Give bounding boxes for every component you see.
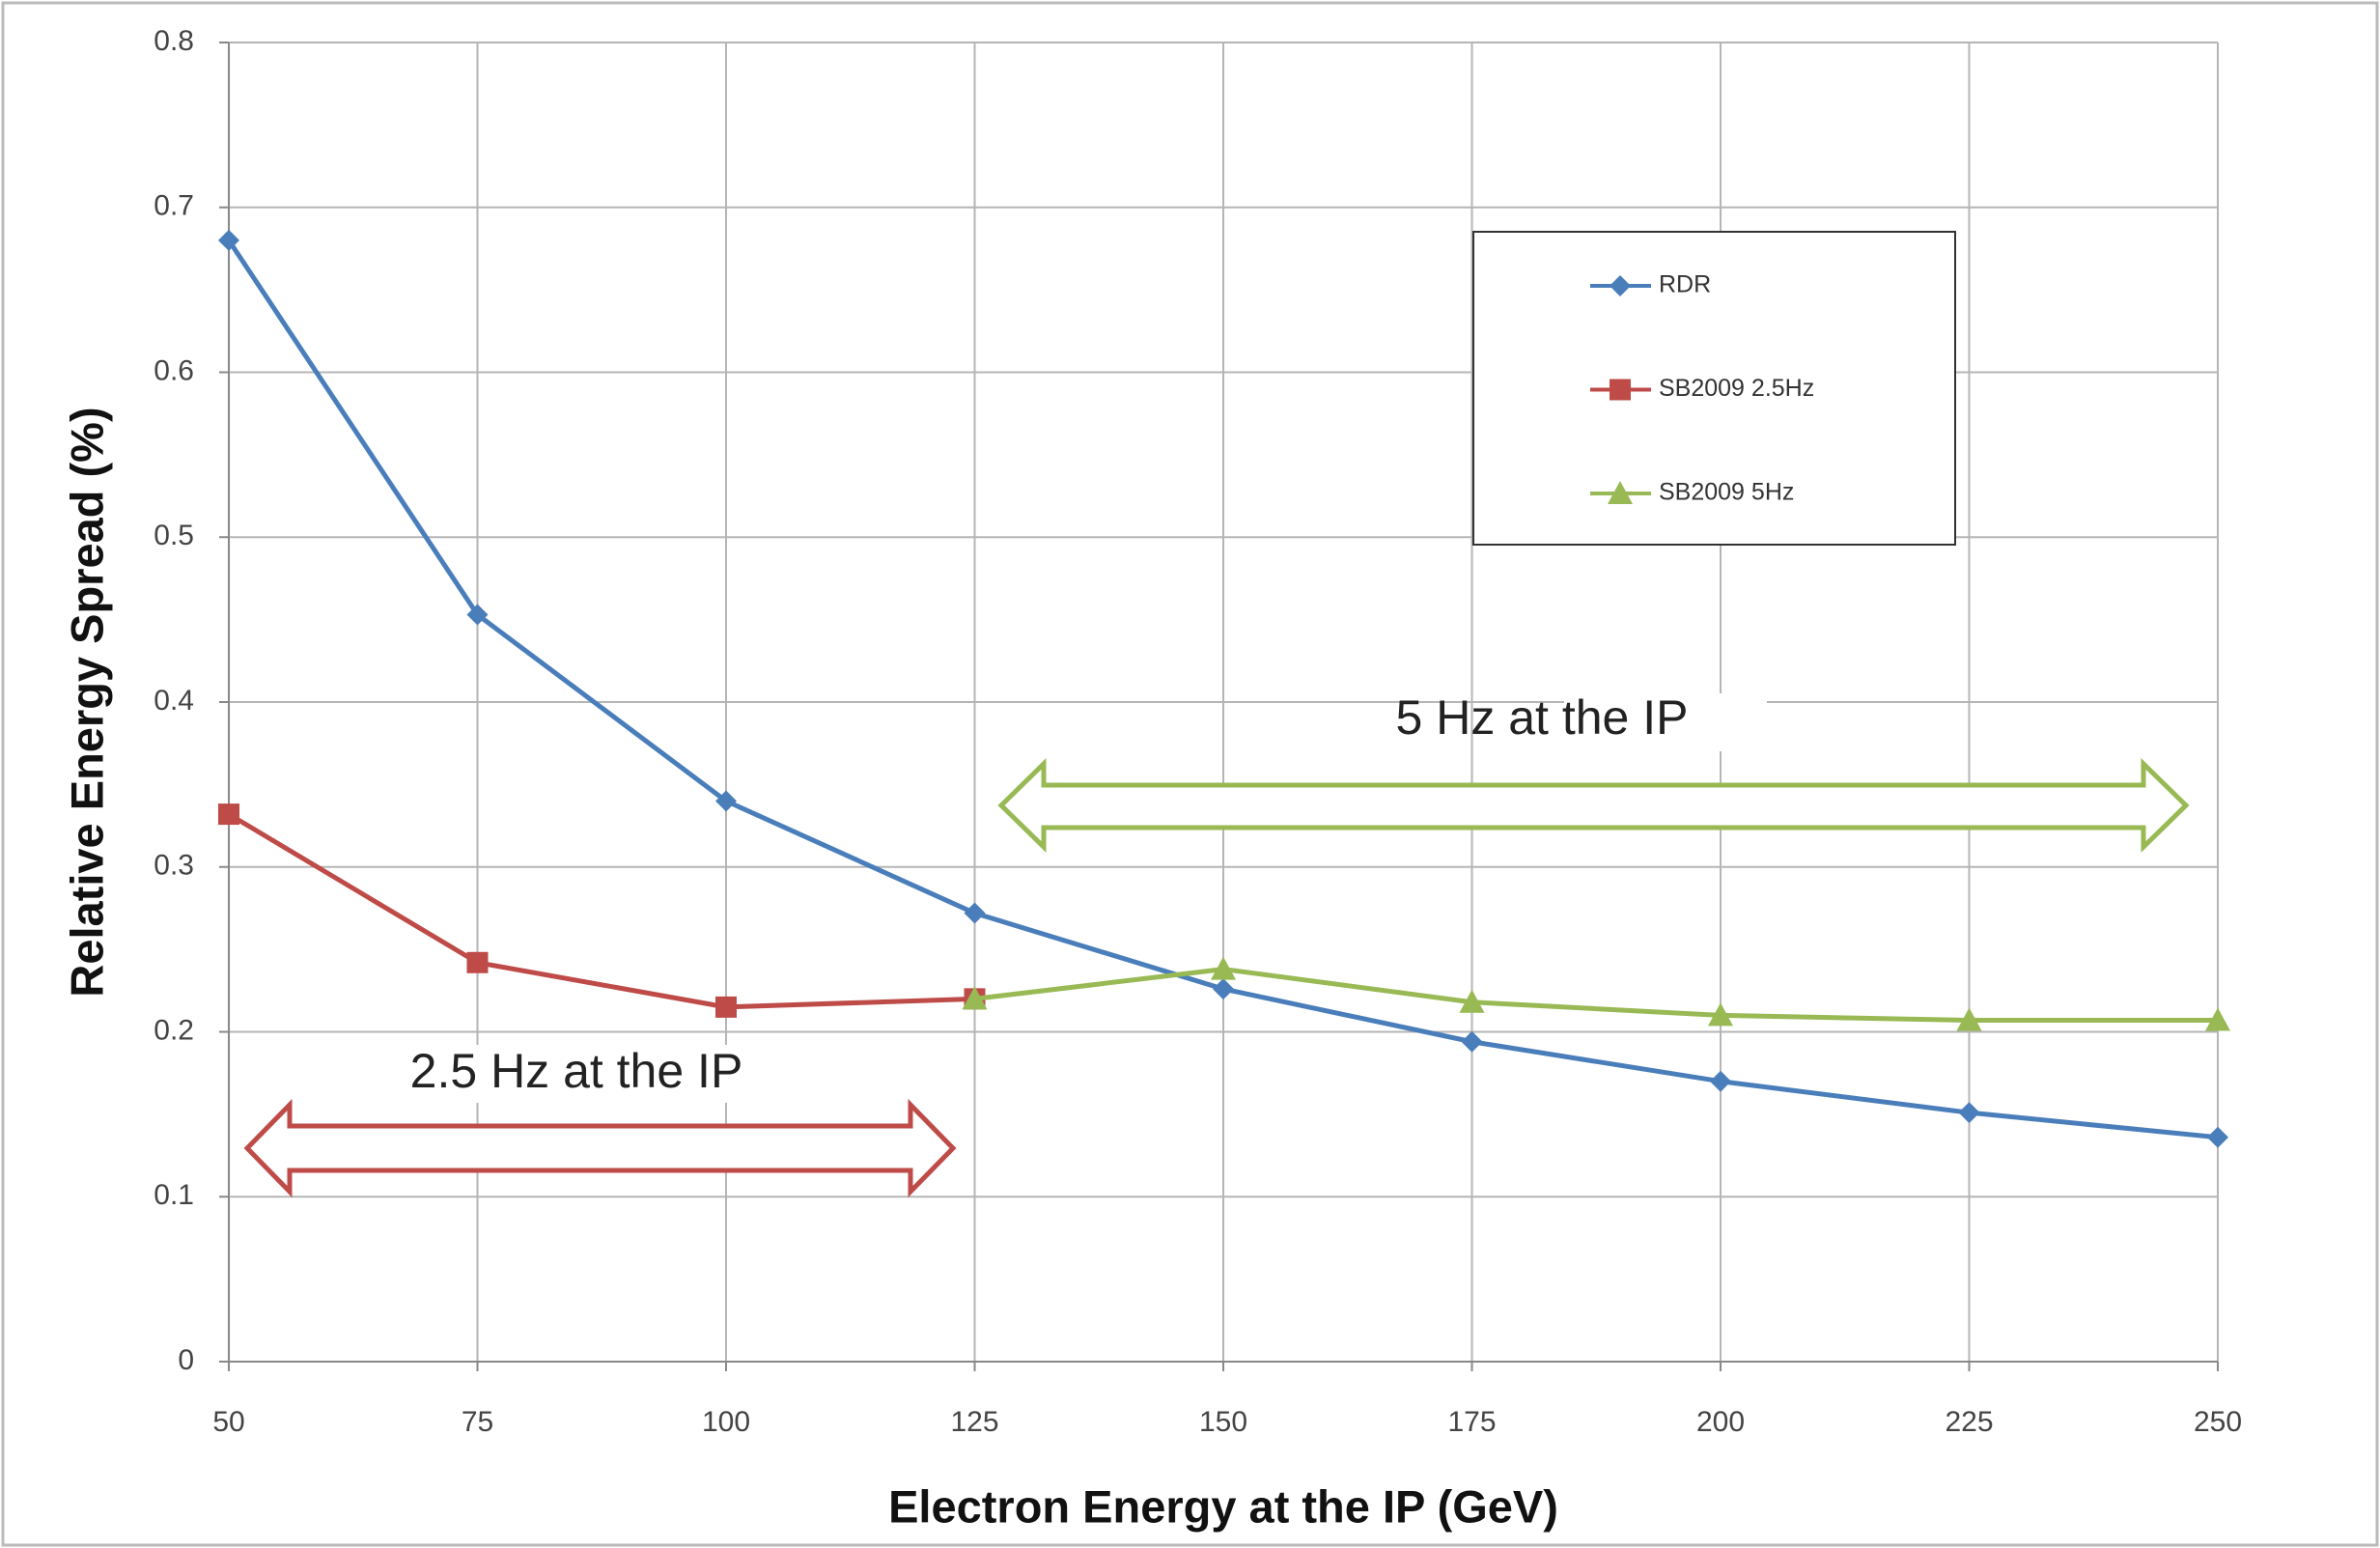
- series-line: [974, 967, 2218, 1024]
- annotation: 5 Hz at the IP: [1396, 690, 1689, 745]
- annotation: 2.5 Hz at the IP: [410, 1044, 743, 1098]
- marker: [2207, 1126, 2228, 1148]
- legend-label: SB2009 5Hz: [1659, 479, 1794, 506]
- x-tick-label: 150: [1199, 1406, 1247, 1438]
- marker: [1958, 1102, 1980, 1124]
- marker: [1461, 1030, 1483, 1053]
- x-tick-label: 225: [1945, 1406, 1993, 1438]
- x-tick-label: 175: [1447, 1406, 1496, 1438]
- legend-label: SB2009 2.5Hz: [1659, 375, 1814, 402]
- marker: [466, 951, 489, 973]
- range-arrow: [243, 1098, 957, 1198]
- y-tick-label: 0: [178, 1344, 194, 1376]
- x-tick-label: 50: [212, 1406, 244, 1438]
- marker: [962, 986, 988, 1010]
- x-tick-label: 125: [950, 1406, 998, 1438]
- marker: [218, 229, 239, 251]
- plot-area: [218, 229, 2230, 1148]
- marker: [1956, 1007, 1982, 1031]
- legend-entries: RDR SB2009 2.5Hz SB2009 5Hz: [1590, 271, 1814, 506]
- series-line: [227, 811, 975, 1010]
- y-tick-label: 0.1: [154, 1179, 194, 1211]
- legend-marker: [1608, 481, 1633, 504]
- x-axis-title: Electron Energy at the IP (GeV): [888, 1480, 1558, 1532]
- y-tick-label: 0.4: [154, 685, 194, 717]
- marker: [218, 803, 239, 826]
- marker: [715, 790, 737, 812]
- y-tick-label: 0.8: [154, 25, 194, 57]
- marker: [1459, 989, 1485, 1013]
- marker: [2205, 1007, 2230, 1031]
- x-tick-label: 200: [1696, 1406, 1745, 1438]
- y-tick-label: 0.3: [154, 850, 194, 882]
- range-arrow: [997, 758, 2190, 853]
- y-axis-title: Relative Energy Spread (%): [61, 407, 112, 997]
- annotation-bg: [367, 1045, 782, 1103]
- y-tick-label: 0.7: [154, 190, 194, 222]
- marker: [1708, 1002, 1733, 1027]
- marker: [1710, 1070, 1731, 1092]
- x-tick-label: 250: [2194, 1406, 2242, 1438]
- marker: [466, 604, 489, 626]
- y-tick-label: 0.5: [154, 520, 194, 551]
- annotation-bg: [1564, 693, 1767, 751]
- y-tick-label: 0.6: [154, 354, 194, 386]
- y-tick-label: 0.2: [154, 1014, 194, 1046]
- legend-label: RDR: [1659, 271, 1711, 298]
- marker: [964, 902, 986, 924]
- x-tick-label: 75: [462, 1406, 493, 1438]
- legend-marker: [1610, 379, 1631, 401]
- legend-marker: [1610, 275, 1631, 296]
- marker: [715, 996, 737, 1018]
- legend: [1472, 231, 1956, 546]
- marker: [1211, 956, 1236, 980]
- marker: [1213, 978, 1234, 1000]
- x-tick-label: 100: [702, 1406, 750, 1438]
